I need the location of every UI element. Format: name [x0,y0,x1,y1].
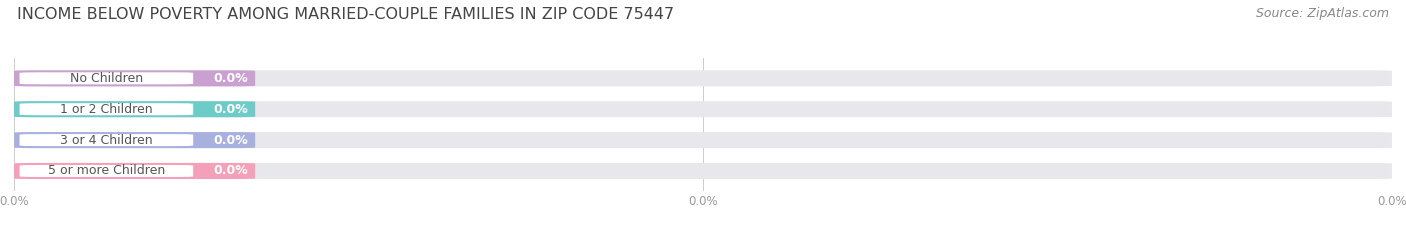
Text: No Children: No Children [70,72,143,85]
FancyBboxPatch shape [14,70,256,86]
FancyBboxPatch shape [20,72,193,84]
FancyBboxPatch shape [14,70,1392,86]
Text: 0.0%: 0.0% [214,164,249,178]
FancyBboxPatch shape [14,163,256,179]
FancyBboxPatch shape [20,134,193,146]
FancyBboxPatch shape [14,101,1392,117]
FancyBboxPatch shape [14,132,1392,148]
FancyBboxPatch shape [20,103,193,115]
FancyBboxPatch shape [14,163,1392,179]
FancyBboxPatch shape [20,165,193,177]
Text: 5 or more Children: 5 or more Children [48,164,165,178]
Text: 0.0%: 0.0% [214,134,249,147]
Text: 0.0%: 0.0% [214,103,249,116]
FancyBboxPatch shape [14,132,256,148]
Text: INCOME BELOW POVERTY AMONG MARRIED-COUPLE FAMILIES IN ZIP CODE 75447: INCOME BELOW POVERTY AMONG MARRIED-COUPL… [17,7,673,22]
Text: 3 or 4 Children: 3 or 4 Children [60,134,153,147]
Text: Source: ZipAtlas.com: Source: ZipAtlas.com [1256,7,1389,20]
Text: 1 or 2 Children: 1 or 2 Children [60,103,153,116]
Text: 0.0%: 0.0% [214,72,249,85]
FancyBboxPatch shape [14,101,256,117]
